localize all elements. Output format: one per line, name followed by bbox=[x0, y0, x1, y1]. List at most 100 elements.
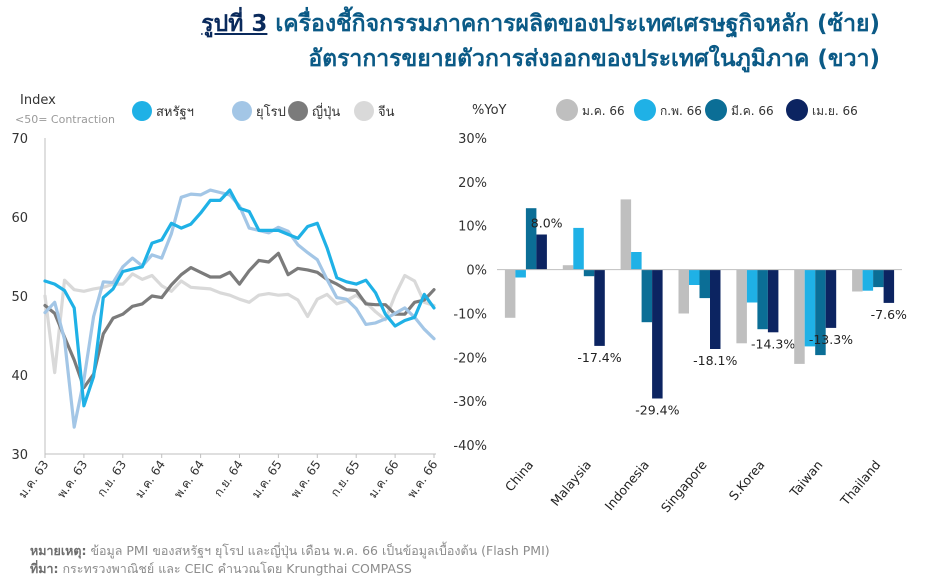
bar bbox=[815, 269, 826, 356]
title-line-2: อัตราการขยายตัวการส่งออกของประเทศในภูมิภ… bbox=[308, 46, 880, 72]
legend-label: ก.พ. 66 bbox=[660, 104, 702, 118]
legend-swatch bbox=[705, 99, 727, 121]
series-line bbox=[43, 188, 436, 408]
data-label: -14.3% bbox=[751, 336, 795, 351]
bar bbox=[562, 265, 574, 270]
y-tick-label: 30 bbox=[11, 448, 28, 463]
bar bbox=[641, 269, 653, 323]
bar bbox=[699, 269, 710, 299]
data-label: -7.6% bbox=[871, 307, 907, 322]
y-tick-label: 60 bbox=[11, 211, 28, 226]
legend-label: ยุโรป bbox=[256, 104, 286, 120]
y-tick-label: 50 bbox=[11, 290, 28, 305]
category-label: China bbox=[502, 457, 536, 494]
x-tick-label: ก.ย. 63 bbox=[94, 458, 129, 500]
data-label: -29.4% bbox=[635, 403, 679, 418]
category-label: Thailand bbox=[837, 457, 884, 509]
x-tick-label: พ.ค. 64 bbox=[171, 458, 207, 501]
y-tick-label: 40 bbox=[11, 369, 28, 384]
y-tick-label: 10% bbox=[458, 220, 487, 235]
category-label: Singapore bbox=[658, 457, 710, 515]
bar bbox=[767, 269, 779, 333]
bar bbox=[515, 269, 526, 278]
y-tick-label: -30% bbox=[453, 395, 487, 410]
legend-swatch bbox=[354, 101, 374, 121]
legend-swatch bbox=[634, 99, 656, 121]
bar bbox=[883, 269, 895, 303]
bar bbox=[573, 227, 584, 270]
legend-label: ม.ค. 66 bbox=[582, 104, 625, 118]
source-note: ที่มา: กระทรวงพาณิชย์ และ CEIC คำนวณโดย … bbox=[30, 559, 412, 579]
bar bbox=[710, 269, 721, 349]
bar bbox=[536, 234, 547, 270]
x-tick-label: ก.ย. 64 bbox=[211, 458, 246, 500]
y-axis-title: Index bbox=[20, 93, 56, 108]
footnote-text: ข้อมูล PMI ของสหรัฐฯ ยุโรป และญี่ปุ่น เด… bbox=[90, 543, 550, 558]
legend-swatch bbox=[132, 101, 152, 121]
category-label: S.Korea bbox=[726, 457, 768, 503]
bar bbox=[594, 269, 605, 346]
footnote: หมายเหตุ: ข้อมูล PMI ของสหรัฐฯ ยุโรป และ… bbox=[30, 541, 550, 561]
y-axis-title: %YoY bbox=[472, 103, 507, 118]
series-line bbox=[43, 251, 436, 390]
x-tick-label: ม.ค. 66 bbox=[366, 458, 402, 501]
legend-swatch bbox=[288, 101, 308, 121]
legend-label: จีน bbox=[378, 104, 395, 120]
bar bbox=[825, 269, 837, 328]
bar bbox=[757, 269, 768, 330]
data-label: -17.4% bbox=[577, 350, 621, 365]
legend-swatch bbox=[232, 101, 252, 121]
data-label: 8.0% bbox=[531, 215, 563, 230]
source-label: ที่มา: bbox=[30, 561, 59, 576]
legend-swatch bbox=[786, 99, 808, 121]
y-axis-note: <50= Contraction bbox=[15, 113, 115, 126]
bar bbox=[852, 269, 863, 292]
y-tick-label: -20% bbox=[453, 351, 487, 366]
legend-label: สหรัฐฯ bbox=[156, 105, 194, 120]
bar bbox=[794, 269, 805, 364]
data-label: -13.3% bbox=[809, 332, 853, 347]
legend-label: มี.ค. 66 bbox=[731, 104, 774, 118]
bar bbox=[678, 269, 689, 314]
legend-label: ญี่ปุ่น bbox=[312, 103, 340, 120]
y-tick-label: 70 bbox=[11, 132, 28, 147]
bar bbox=[631, 252, 642, 270]
bar bbox=[620, 199, 632, 270]
bar bbox=[689, 269, 700, 285]
title-text-1: เครื่องชี้กิจกรรมภาคการผลิตของประเทศเศรษ… bbox=[275, 11, 880, 37]
x-tick-label: ม.ค. 63 bbox=[16, 458, 52, 501]
x-tick-label: พ.ค. 63 bbox=[54, 458, 90, 501]
bar bbox=[583, 269, 595, 277]
bar bbox=[873, 269, 884, 288]
bar bbox=[804, 269, 816, 347]
bar bbox=[525, 208, 537, 270]
source-text: กระทรวงพาณิชย์ และ CEIC คำนวณโดย Krungth… bbox=[62, 561, 412, 576]
category-label: Malaysia bbox=[547, 457, 594, 508]
bar bbox=[504, 269, 516, 318]
y-tick-label: 0% bbox=[466, 264, 487, 279]
y-tick-label: -40% bbox=[453, 439, 487, 454]
category-label: Indonesia bbox=[602, 457, 652, 513]
bar bbox=[736, 269, 747, 344]
y-tick-label: 20% bbox=[458, 176, 487, 191]
footnote-label: หมายเหตุ: bbox=[30, 543, 87, 558]
y-tick-label: -10% bbox=[453, 307, 487, 322]
legend-swatch bbox=[556, 99, 578, 121]
x-tick-label: พ.ค. 65 bbox=[288, 458, 324, 501]
legend-label: เม.ย. 66 bbox=[812, 104, 858, 118]
bar bbox=[862, 269, 874, 291]
x-tick-label: ก.ย. 65 bbox=[328, 458, 363, 500]
category-label: Taiwan bbox=[786, 457, 825, 500]
x-tick-label: พ.ค. 66 bbox=[405, 458, 441, 501]
bar bbox=[746, 269, 758, 303]
figure-label: รูปที่ 3 bbox=[201, 11, 268, 37]
x-tick-label: ม.ค. 64 bbox=[132, 458, 168, 501]
y-tick-label: 30% bbox=[458, 132, 487, 147]
data-label: -18.1% bbox=[693, 353, 737, 368]
export-bar-chart: -40% -30% -20% -10% 0% 10% 20% 30% %YoY ม.ค. 66 ก.… bbox=[453, 99, 907, 515]
bar bbox=[652, 269, 663, 399]
x-tick-label: ม.ค. 65 bbox=[249, 458, 285, 501]
title-line-1: รูปที่ 3 เครื่องชี้กิจกรรมภาคการผลิตของป… bbox=[201, 6, 880, 42]
